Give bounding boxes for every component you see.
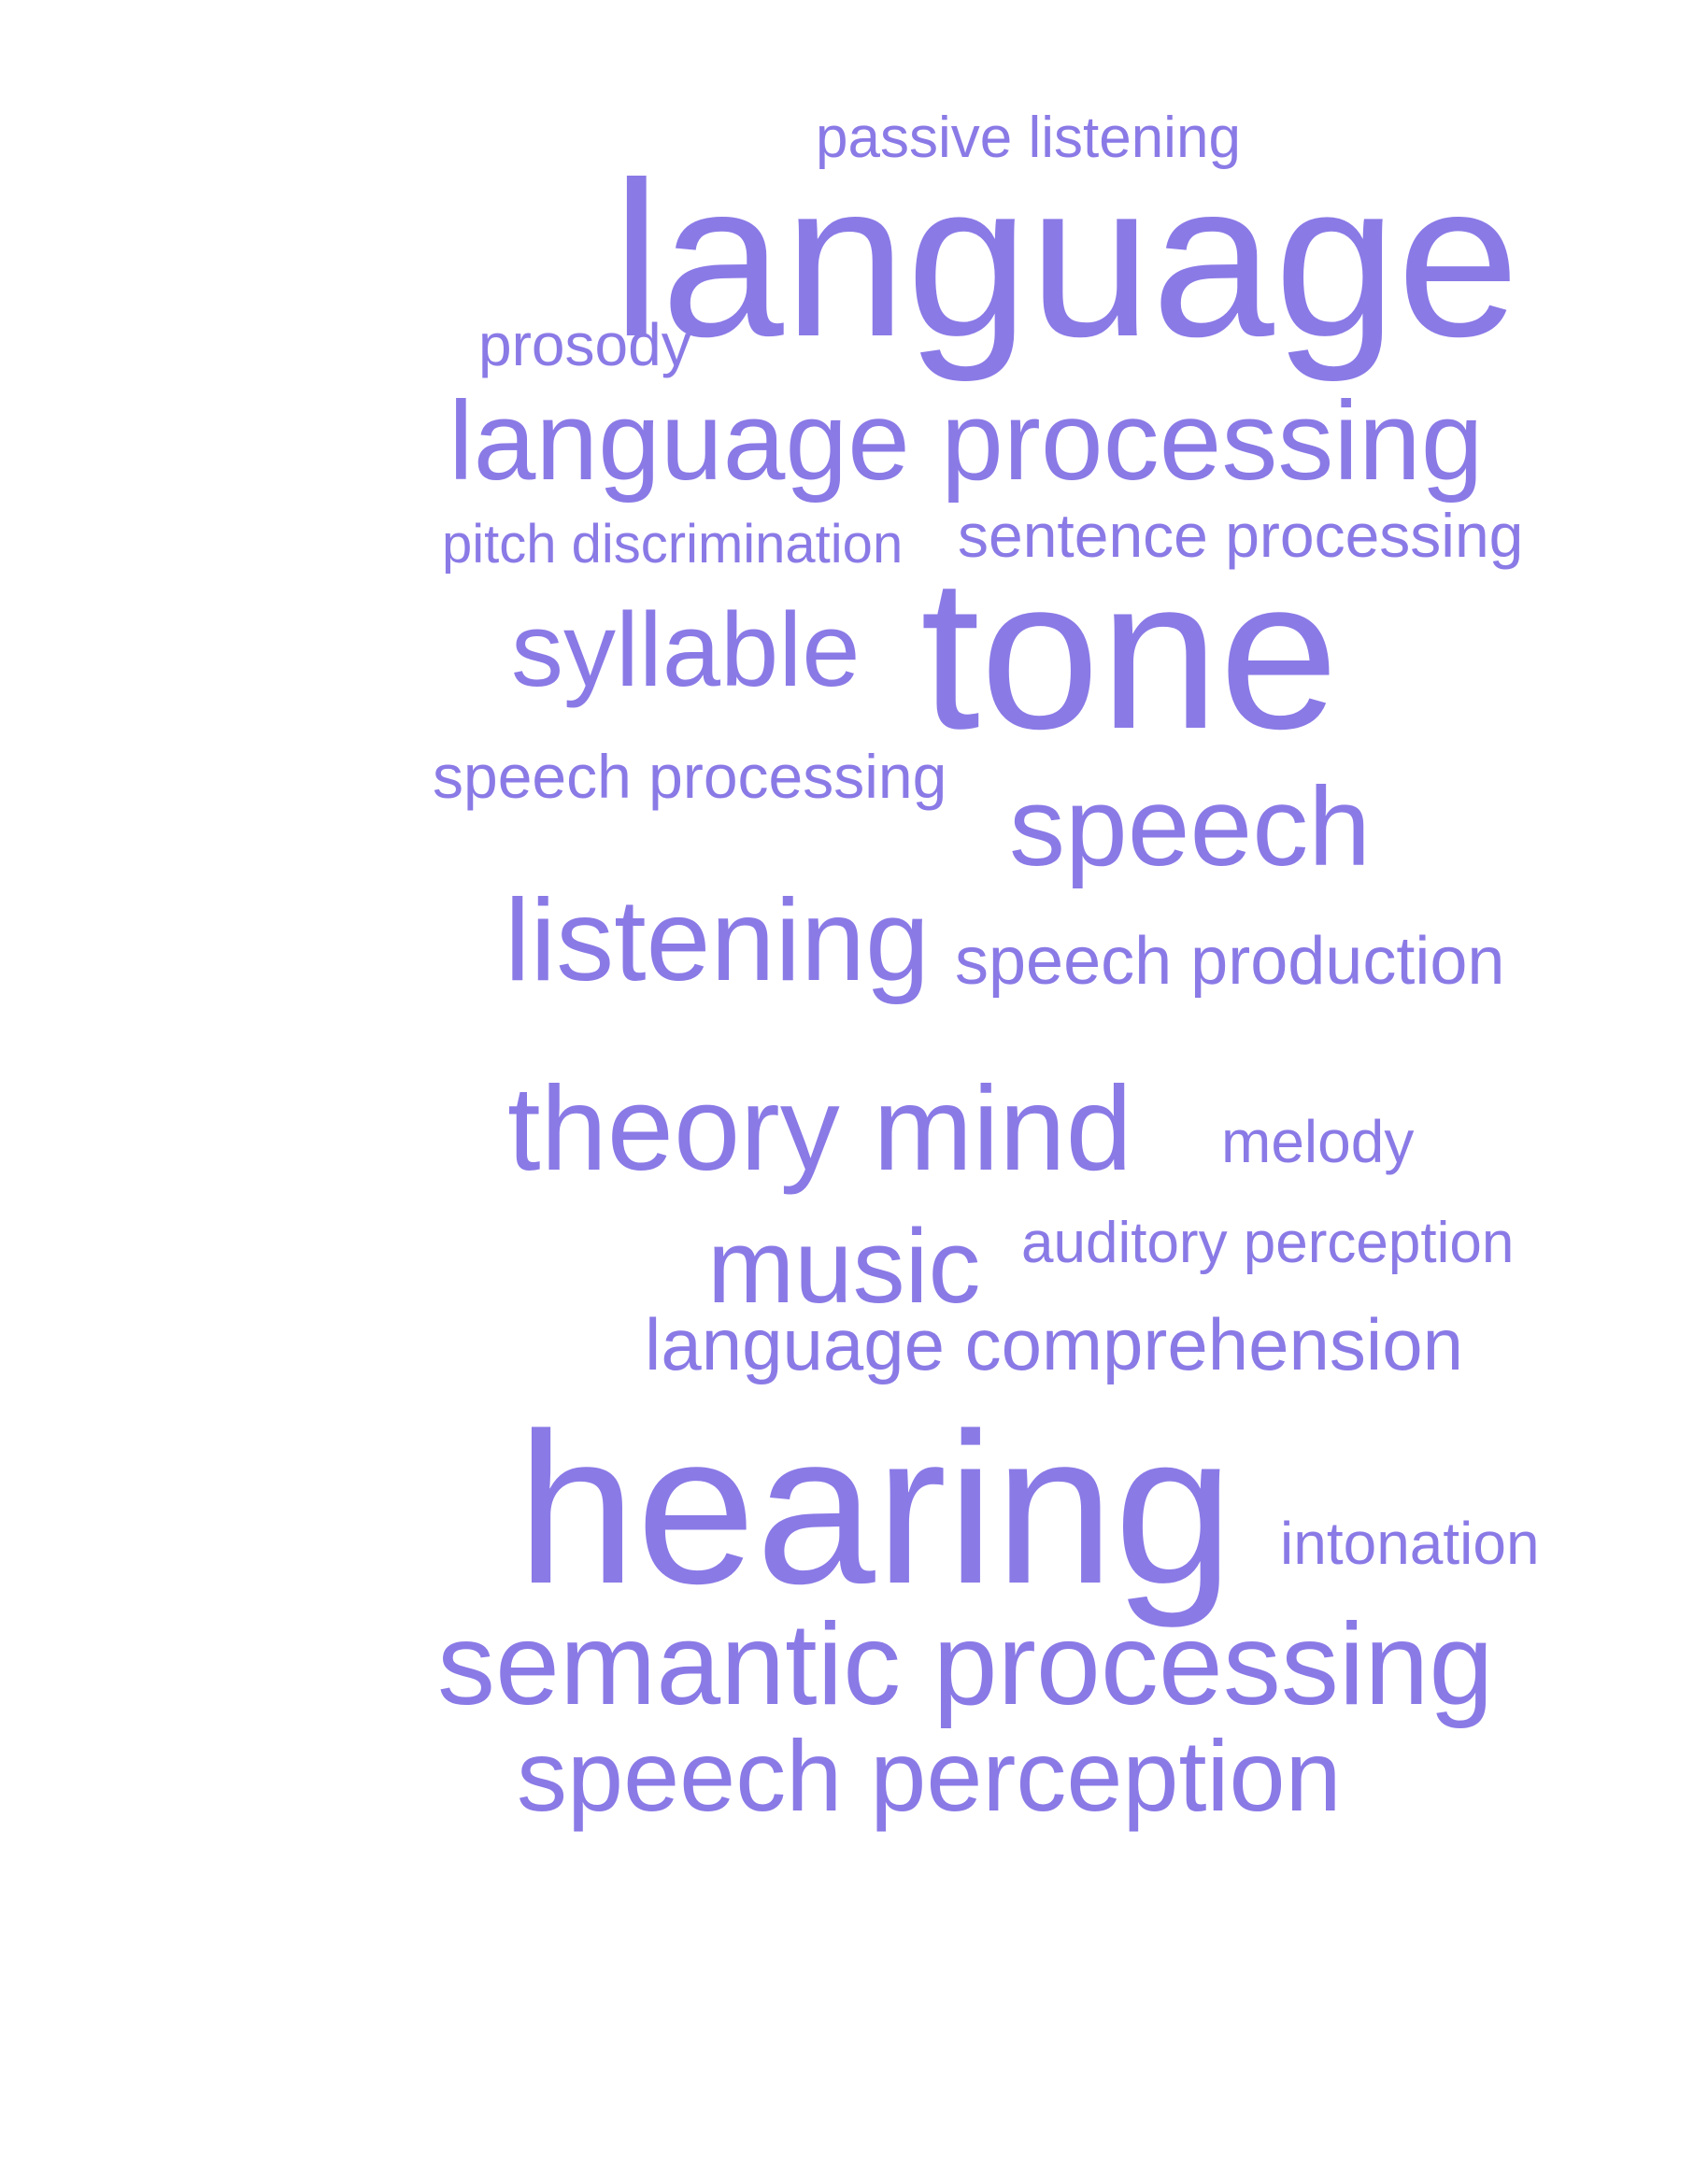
word-melody: melody — [1221, 1108, 1415, 1175]
word-prosody: prosody — [478, 311, 691, 378]
word-tone: tone — [920, 533, 1339, 774]
word-listening: listening — [505, 876, 930, 1005]
word-speech: speech — [1009, 764, 1371, 889]
word-language-processing: language processing — [448, 378, 1484, 504]
word-semantic-processing: semantic processing — [437, 1600, 1494, 1729]
word-pitch-discrimination: pitch discrimination — [442, 514, 904, 575]
word-speech-perception: speech perception — [517, 1719, 1342, 1832]
word-language-comprehension: language comprehension — [645, 1303, 1463, 1385]
word-language: language — [612, 136, 1520, 383]
word-intonation: intonation — [1280, 1510, 1540, 1577]
word-theory-mind: theory mind — [507, 1062, 1132, 1196]
word-auditory-perception: auditory perception — [1021, 1211, 1515, 1275]
word-speech-processing: speech processing — [433, 742, 947, 811]
word-music: music — [707, 1208, 981, 1325]
word-speech-production: speech production — [955, 924, 1505, 999]
word-sentence-processing: sentence processing — [958, 501, 1524, 570]
word-passive-listening: passive listening — [816, 106, 1241, 170]
word-syllable: syllable — [511, 591, 861, 708]
word-hearing: hearing — [517, 1388, 1234, 1628]
